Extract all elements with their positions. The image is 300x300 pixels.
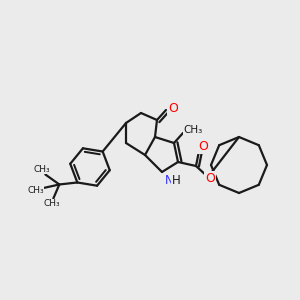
- Text: O: O: [168, 101, 178, 115]
- Text: CH₃: CH₃: [33, 165, 50, 174]
- Text: CH₃: CH₃: [27, 186, 44, 195]
- Text: O: O: [205, 172, 215, 184]
- Text: CH₃: CH₃: [43, 199, 60, 208]
- Text: H: H: [172, 175, 180, 188]
- Text: O: O: [198, 140, 208, 154]
- Text: N: N: [165, 175, 173, 188]
- Text: CH₃: CH₃: [183, 125, 202, 135]
